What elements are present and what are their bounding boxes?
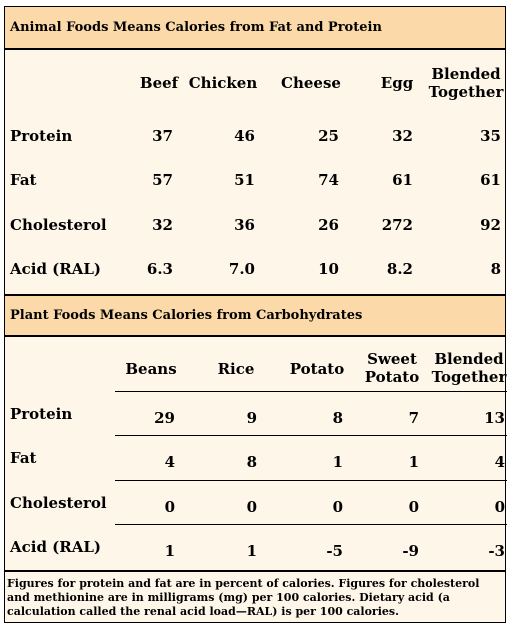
plant-cholesterol-sweet-potato: 0 (408, 498, 419, 516)
plant-col-rice: Rice (217, 360, 255, 378)
animal-row-acid-label: Acid (RAL) (10, 260, 102, 278)
plant-col-blended: Blended Together (431, 350, 507, 386)
plant-cholesterol-potato: 0 (332, 498, 343, 516)
animal-fat-chicken: 51 (234, 171, 255, 189)
animal-cholesterol-cheese: 26 (318, 216, 339, 234)
animal-protein-egg: 32 (392, 127, 413, 145)
animal-col-cheese: Cheese (281, 74, 341, 92)
plant-protein-rice: 9 (246, 409, 257, 427)
plant-divider-4 (115, 524, 507, 525)
plant-acid-blended: -3 (488, 542, 505, 560)
plant-col-potato: Potato (289, 360, 345, 378)
plant-acid-beans: 1 (164, 542, 175, 560)
plant-row-cholesterol-label: Cholesterol (10, 494, 107, 512)
animal-cholesterol-egg: 272 (381, 216, 413, 234)
animal-cholesterol-beef: 32 (152, 216, 173, 234)
animal-cholesterol-chicken: 36 (234, 216, 255, 234)
plant-section-title: Plant Foods Means Calories from Carbohyd… (5, 294, 505, 337)
animal-protein-blended: 35 (480, 127, 501, 145)
plant-divider-2 (115, 435, 507, 436)
animal-fat-blended: 61 (480, 171, 501, 189)
plant-row-acid-label: Acid (RAL) (10, 538, 102, 556)
animal-acid-beef: 6.3 (146, 260, 173, 278)
plant-col-sweet-potato: Sweet Potato (364, 350, 420, 386)
animal-col-blended: Blended Together (428, 65, 504, 101)
plant-fat-sweet-potato: 1 (408, 453, 419, 471)
animal-protein-cheese: 25 (318, 127, 339, 145)
plant-row-protein-label: Protein (10, 405, 73, 423)
animal-col-egg: Egg (380, 74, 414, 92)
animal-col-chicken: Chicken (188, 74, 258, 92)
animal-row-cholesterol-label: Cholesterol (10, 216, 107, 234)
plant-protein-potato: 8 (332, 409, 343, 427)
animal-row-protein-label: Protein (10, 127, 73, 145)
animal-fat-cheese: 74 (318, 171, 339, 189)
plant-protein-beans: 29 (154, 409, 175, 427)
animal-protein-chicken: 46 (234, 127, 255, 145)
plant-fat-rice: 8 (246, 453, 257, 471)
animal-acid-egg: 8.2 (386, 260, 413, 278)
plant-cholesterol-blended: 0 (494, 498, 505, 516)
plant-divider-1 (115, 391, 507, 392)
plant-acid-potato: -5 (326, 542, 343, 560)
plant-row-fat-label: Fat (10, 449, 37, 467)
plant-cholesterol-rice: 0 (246, 498, 257, 516)
nutrition-table: Animal Foods Means Calories from Fat and… (4, 6, 507, 623)
animal-row-fat-label: Fat (10, 171, 37, 189)
animal-acid-chicken: 7.0 (228, 260, 255, 278)
footnote: Figures for protein and fat are in perce… (5, 570, 505, 619)
animal-protein-beef: 37 (152, 127, 173, 145)
animal-col-beef: Beef (139, 74, 179, 92)
animal-acid-cheese: 10 (318, 260, 339, 278)
animal-acid-blended: 8 (490, 260, 501, 278)
plant-cholesterol-beans: 0 (164, 498, 175, 516)
plant-acid-sweet-potato: -9 (402, 542, 419, 560)
plant-protein-blended: 13 (484, 409, 505, 427)
plant-fat-potato: 1 (332, 453, 343, 471)
plant-fat-blended: 4 (494, 453, 505, 471)
plant-acid-rice: 1 (246, 542, 257, 560)
animal-section-title: Animal Foods Means Calories from Fat and… (5, 7, 505, 50)
plant-divider-3 (115, 480, 507, 481)
plant-col-beans: Beans (125, 360, 177, 378)
plant-fat-beans: 4 (164, 453, 175, 471)
plant-protein-sweet-potato: 7 (408, 409, 419, 427)
animal-cholesterol-blended: 92 (480, 216, 501, 234)
animal-fat-egg: 61 (392, 171, 413, 189)
animal-fat-beef: 57 (152, 171, 173, 189)
